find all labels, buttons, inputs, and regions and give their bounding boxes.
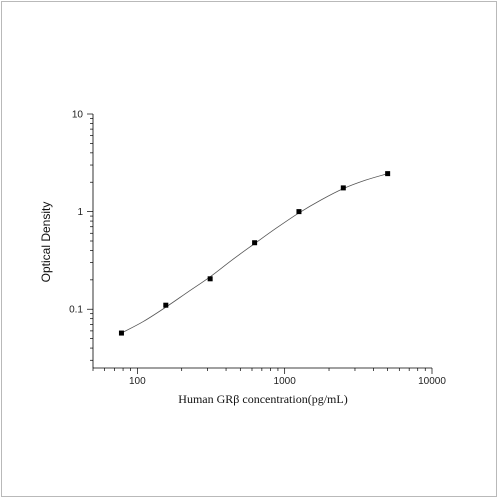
axes: [87, 113, 433, 374]
tick-labels: 100 1000 10000 0.1 1 10: [69, 110, 446, 388]
x-tick-label: 1000: [274, 376, 297, 387]
y-tick-label: 0.1: [69, 305, 83, 316]
y-axis-title: Optical Density: [39, 202, 53, 283]
fit-curve: [121, 173, 388, 334]
data-point: [385, 171, 391, 177]
x-axis-title: Human GRβ concentration(pg/mL): [178, 392, 347, 406]
data-point: [340, 185, 346, 191]
data-points: [118, 171, 391, 336]
y-tick-label: 1: [77, 207, 83, 218]
data-point: [163, 302, 169, 308]
x-tick-label: 10000: [418, 376, 446, 387]
data-point: [296, 209, 302, 215]
y-tick-label: 10: [72, 110, 84, 121]
data-point: [118, 330, 124, 336]
data-point: [252, 240, 258, 246]
x-tick-label: 100: [129, 376, 146, 387]
data-point: [207, 276, 213, 282]
